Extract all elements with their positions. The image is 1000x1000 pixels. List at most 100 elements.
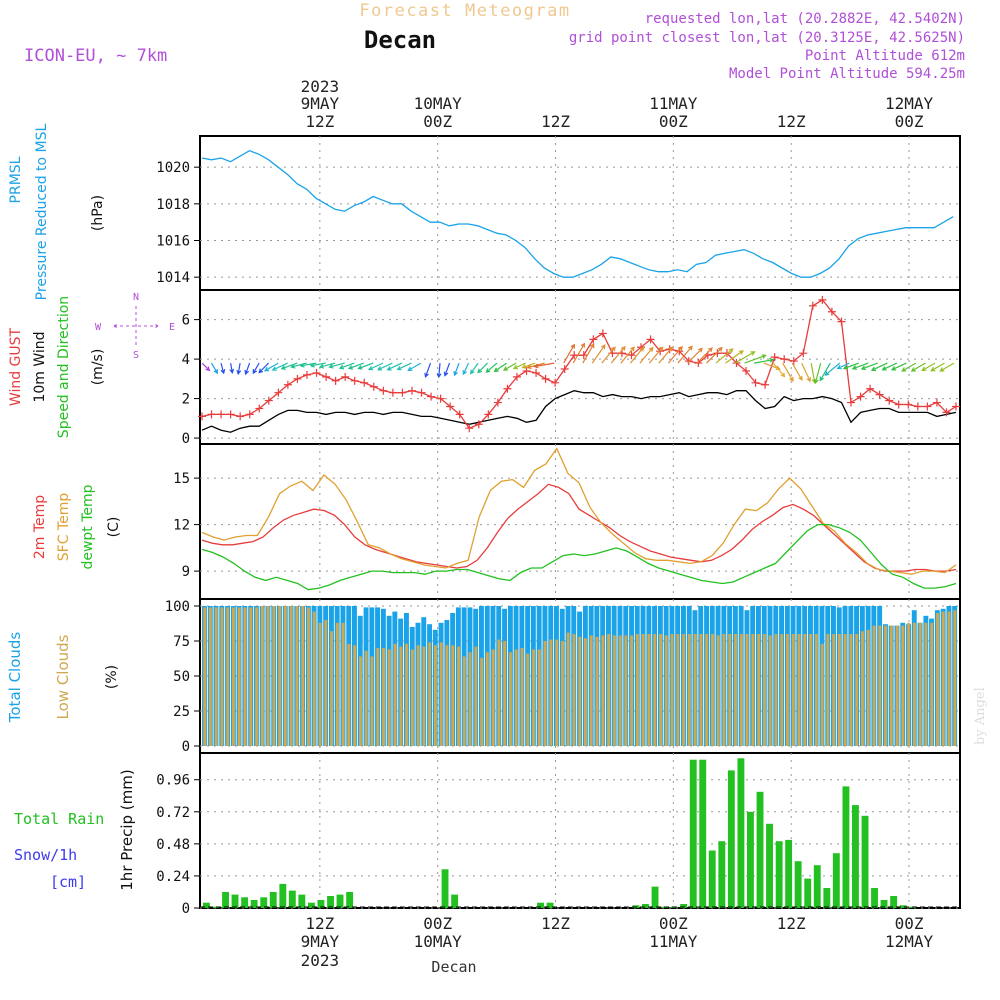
- gust-marker: [561, 365, 569, 373]
- low-cloud-bar: [249, 607, 252, 746]
- low-cloud-bar: [457, 647, 460, 746]
- y-tick-label: 1018: [156, 197, 190, 213]
- low-cloud-bar: [740, 634, 743, 746]
- precip-bar: [833, 853, 840, 908]
- y-tick-label: 9: [182, 564, 190, 580]
- low-cloud-bar: [509, 652, 512, 746]
- gust-marker: [465, 424, 473, 432]
- panel-frame: [200, 136, 960, 290]
- wind-arrow: [245, 363, 250, 374]
- gust-marker: [904, 401, 912, 409]
- low-cloud-bar: [757, 634, 760, 746]
- low-cloud-bar: [307, 607, 310, 746]
- precip-bar: [823, 888, 830, 908]
- gust-marker: [713, 349, 721, 357]
- low-cloud-bar: [290, 606, 293, 746]
- gust-marker: [246, 410, 254, 418]
- top-time-axis: 20239MAY12Z10MAY00Z 12Z11MAY00Z 12Z12MAY00…: [301, 77, 934, 131]
- low-cloud-bar: [561, 641, 564, 746]
- low-cloud-bar: [596, 637, 599, 746]
- percent-label: (%): [104, 665, 120, 689]
- bottom-tick-hour: 00Z: [895, 914, 924, 933]
- gust-marker: [914, 402, 922, 410]
- low-cloud-bar: [578, 637, 581, 746]
- gust-marker: [418, 389, 426, 397]
- gust-marker: [322, 373, 330, 381]
- wind-arrow: [444, 363, 449, 376]
- wind-arrow: [802, 363, 811, 381]
- low-cloud-bar: [584, 638, 587, 746]
- low-cloud-bar: [734, 634, 737, 746]
- top-tick-date: 10MAY: [414, 94, 463, 113]
- low-cloud-bar: [798, 634, 801, 746]
- low-cloud-bar: [388, 649, 391, 746]
- low-cloud-bar: [624, 635, 627, 746]
- gust-marker: [847, 399, 855, 407]
- low-cloud-bar: [653, 634, 656, 746]
- hpa-label: (hPa): [90, 195, 106, 231]
- gust-marker: [236, 412, 244, 420]
- gust-marker: [780, 355, 788, 363]
- y-tick-label: 25: [173, 704, 190, 720]
- low-cloud-bar: [890, 626, 893, 746]
- low-cloud-bar: [405, 644, 408, 746]
- low-cloud-bar: [671, 634, 674, 746]
- bottom-tick-year: 2023: [301, 951, 340, 970]
- prmsl-label: PRMSL: [8, 156, 24, 203]
- top-tick-hour: 00Z: [423, 112, 452, 131]
- low-cloud-bar: [428, 642, 431, 746]
- precip-bar: [814, 865, 821, 908]
- grid-point: grid point closest lon,lat (20.3125E, 42…: [569, 30, 965, 46]
- low-cloud-bar: [549, 640, 552, 746]
- low-cloud-bar: [936, 613, 939, 746]
- dewpt-label: dewpt Temp: [80, 484, 96, 569]
- wind-arrow: [773, 363, 784, 376]
- precip-bar: [785, 840, 792, 908]
- t2m-line: [202, 484, 956, 571]
- low-cloud-bar: [642, 634, 645, 746]
- wind-arrow: [735, 352, 754, 363]
- precip-bar: [738, 758, 745, 908]
- wind-arrow: [212, 363, 218, 373]
- precip-bar: [871, 888, 878, 908]
- y-tick-label: 0: [182, 901, 190, 917]
- chart-title: Forecast Meteogram: [359, 1, 570, 21]
- y-tick-label: 1016: [156, 234, 190, 250]
- low-cloud-bar: [319, 623, 322, 746]
- low-cloud-bar: [884, 626, 887, 746]
- panel-wind: 0246Wind GUST 10m Wind Speed and Direction…: [8, 290, 960, 447]
- low-cloud-bar: [659, 634, 662, 746]
- low-cloud-bar: [809, 634, 812, 746]
- y-tick-label: 2: [182, 392, 190, 408]
- low-cloud-bar: [463, 656, 466, 746]
- low-cloud-bar: [255, 607, 258, 746]
- precip-bar: [804, 879, 811, 908]
- low-cloud-bar: [867, 630, 870, 746]
- gust-marker: [227, 410, 235, 418]
- low-cloud-bar: [555, 640, 558, 746]
- low-cloud-bar: [942, 612, 945, 746]
- low-cloud-bar: [844, 634, 847, 746]
- precip-bar: [260, 897, 267, 908]
- precip-bar: [337, 895, 344, 908]
- meteogram: Forecast Meteogram Decan ICON-EU, ~ 7km …: [0, 0, 1000, 1000]
- low-cloud-bar: [272, 606, 275, 746]
- top-tick-date: 11MAY: [649, 94, 698, 113]
- low-cloud-bar: [590, 635, 593, 746]
- low-cloud-bar: [901, 626, 904, 746]
- wind-arrow: [825, 363, 839, 375]
- cm-label: [cm]: [50, 873, 86, 891]
- low-cloud-bar: [619, 635, 622, 746]
- precip-bar: [652, 887, 659, 908]
- requested-point: requested lon,lat (20.2882E, 42.5402N): [645, 11, 965, 27]
- low-cloud-bar: [226, 607, 229, 746]
- low-cloud-bar: [769, 635, 772, 746]
- low-cloud-bar: [336, 623, 339, 746]
- bottom-time-axis: 12Z9MAY202300Z10MAY12Z 00Z11MAY12Z 00Z12MA…: [301, 914, 934, 970]
- wind-arrow: [437, 363, 441, 377]
- low-cloud-bar: [313, 612, 316, 746]
- gust-marker: [809, 302, 817, 310]
- low-cloud-bar: [301, 606, 304, 746]
- model-point-altitude: Model Point Altitude 594.25m: [729, 66, 965, 82]
- wind-arrow: [783, 363, 793, 381]
